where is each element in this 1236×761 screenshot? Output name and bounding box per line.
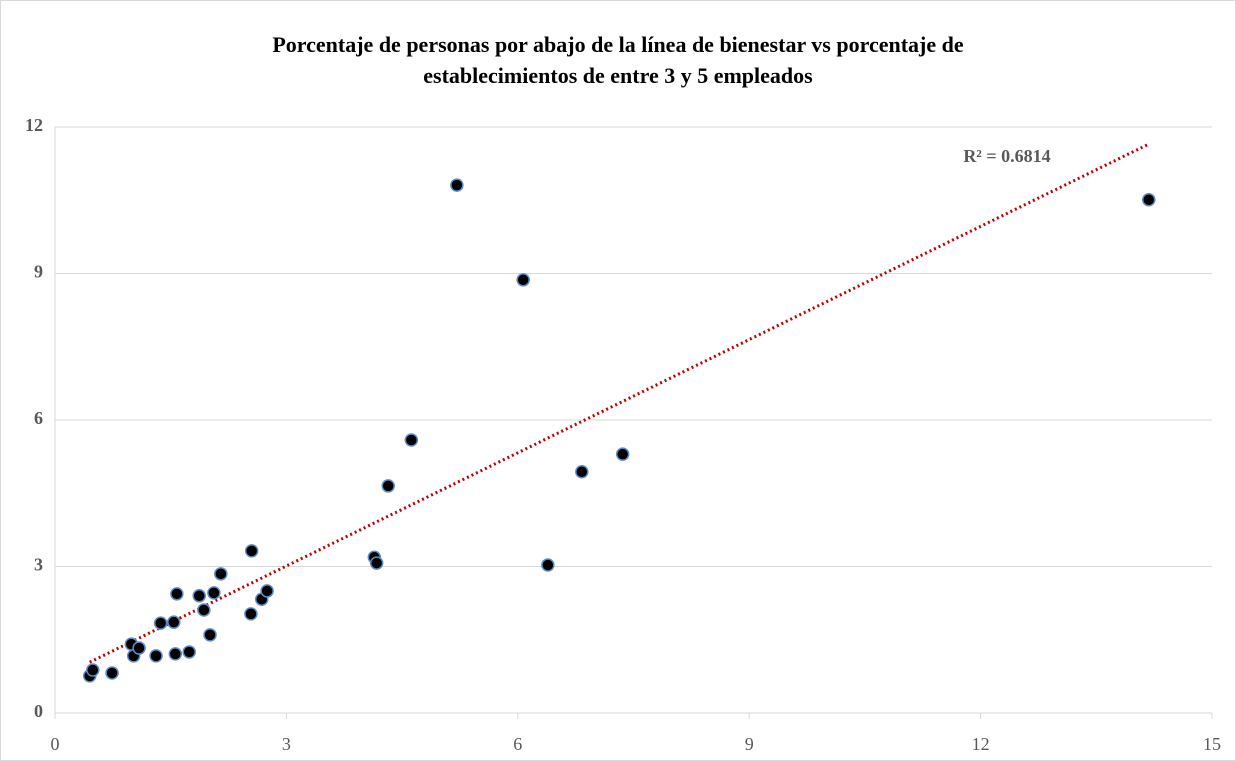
chart-title: establecimientos de entre 3 y 5 empleado… (423, 63, 813, 88)
point (214, 567, 228, 581)
x-tick-label: 12 (972, 734, 990, 754)
trendline-label: R² = 0.6814 (963, 146, 1050, 166)
point (516, 273, 530, 287)
point (197, 603, 211, 617)
point (167, 615, 181, 629)
y-tick-label: 9 (34, 262, 43, 282)
x-tick-label: 0 (51, 734, 60, 754)
x-tick-label: 15 (1203, 734, 1221, 754)
y-tick-label: 0 (34, 701, 43, 721)
point (170, 587, 184, 601)
point (192, 589, 206, 603)
y-tick-label: 12 (25, 115, 43, 135)
y-tick-label: 6 (34, 408, 43, 428)
x-tick-label: 9 (745, 734, 754, 754)
point (615, 447, 630, 461)
point (105, 666, 119, 680)
point (541, 558, 555, 572)
point (168, 647, 183, 661)
point (575, 465, 589, 479)
point (260, 584, 274, 598)
point (244, 607, 258, 621)
point (404, 433, 419, 447)
point (182, 645, 196, 659)
point (450, 178, 464, 192)
point (203, 628, 217, 642)
point (86, 663, 100, 677)
point (149, 649, 163, 663)
trendline (89, 142, 1150, 664)
point (381, 479, 395, 493)
y-tick-label: 3 (34, 555, 43, 575)
point (153, 616, 168, 630)
x-tick-label: 6 (513, 734, 522, 754)
point (369, 556, 384, 570)
point (207, 586, 221, 600)
point (132, 641, 146, 655)
point (1142, 193, 1156, 207)
x-tick-label: 3 (282, 734, 291, 754)
point (244, 544, 259, 558)
chart-title: Porcentaje de personas por abajo de la l… (272, 32, 964, 57)
